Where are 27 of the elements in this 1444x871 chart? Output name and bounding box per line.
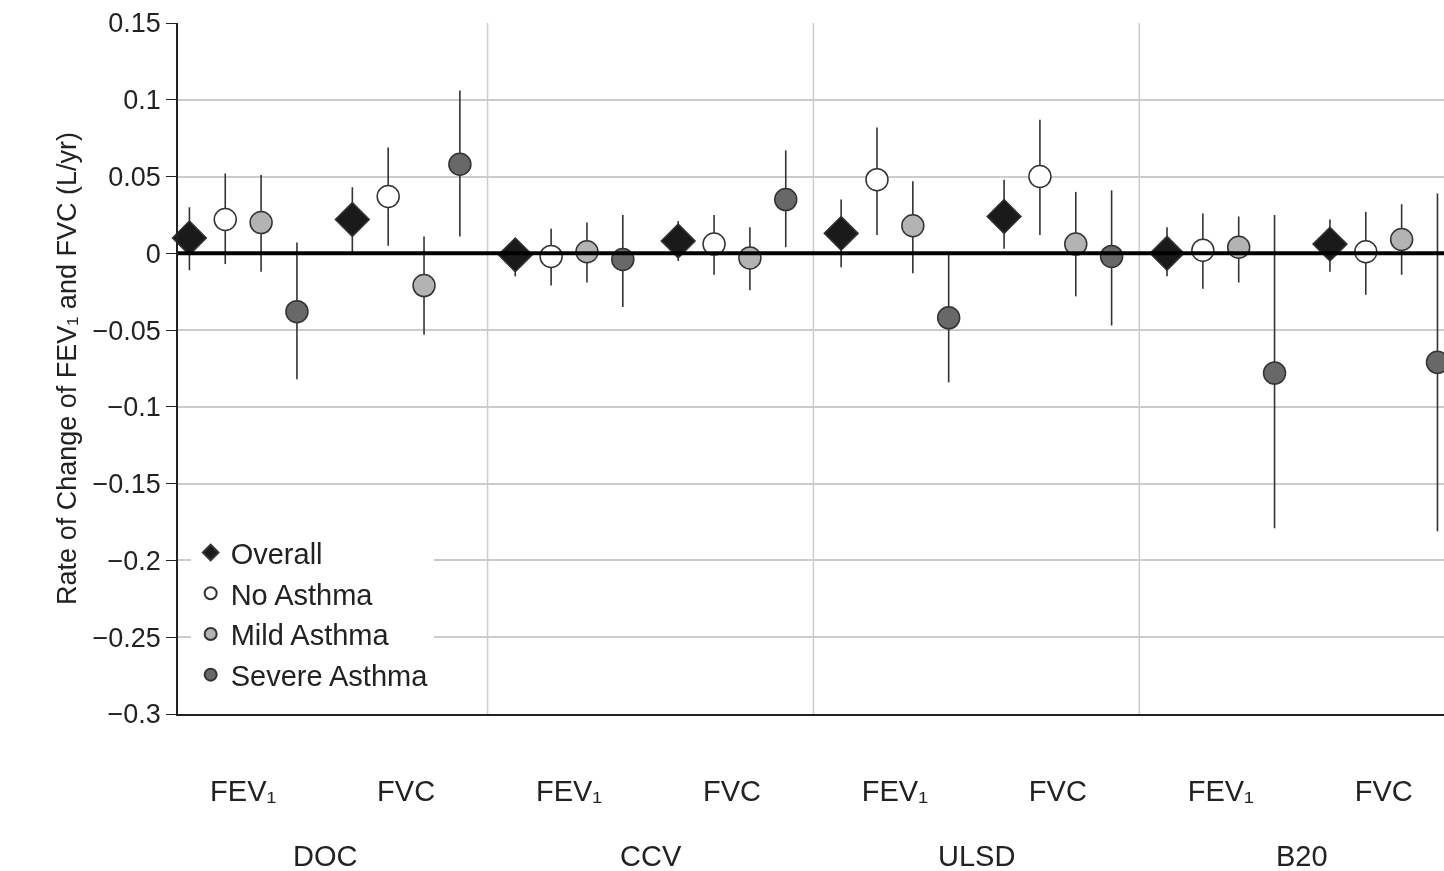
text: ULSD xyxy=(938,840,1016,871)
text: B20 xyxy=(1276,840,1328,871)
legend-label: Mild Asthma xyxy=(230,619,390,652)
x-tick-label: FEV₁ xyxy=(861,774,929,807)
legend-label: No Asthma xyxy=(230,578,374,611)
x-tick-label: FVC xyxy=(702,774,761,807)
y-tick-label: −0.15 xyxy=(92,469,161,500)
y-tick-label: −0.3 xyxy=(107,699,161,730)
x-tick-label: FVC xyxy=(377,774,436,807)
legend-label: Severe Asthma xyxy=(230,659,429,692)
y-tick-label: −0.1 xyxy=(107,392,161,423)
text: CCV xyxy=(620,840,682,871)
y-tick-label: −0.05 xyxy=(92,315,161,346)
x-tick-label: FEV₁ xyxy=(535,774,603,807)
y-tick-label: 0.15 xyxy=(108,8,161,39)
y-tick-label: −0.25 xyxy=(92,622,161,653)
x-tick-label: FEV₁ xyxy=(210,774,277,807)
x-tick-label: FVC xyxy=(1028,774,1087,807)
text: DOC xyxy=(293,840,358,871)
y-axis-title: Rate of Change of FEV₁ and FVC (L/yr) xyxy=(52,132,83,605)
y-tick-label: 0.1 xyxy=(123,85,161,116)
y-tick-label: 0.05 xyxy=(108,162,161,193)
y-tick-label: 0 xyxy=(145,238,161,269)
legend-label: Overall xyxy=(230,537,323,570)
y-tick-label: −0.2 xyxy=(107,545,161,576)
x-tick-label: FEV₁ xyxy=(1187,774,1255,807)
x-tick-label: FVC xyxy=(1354,774,1413,807)
